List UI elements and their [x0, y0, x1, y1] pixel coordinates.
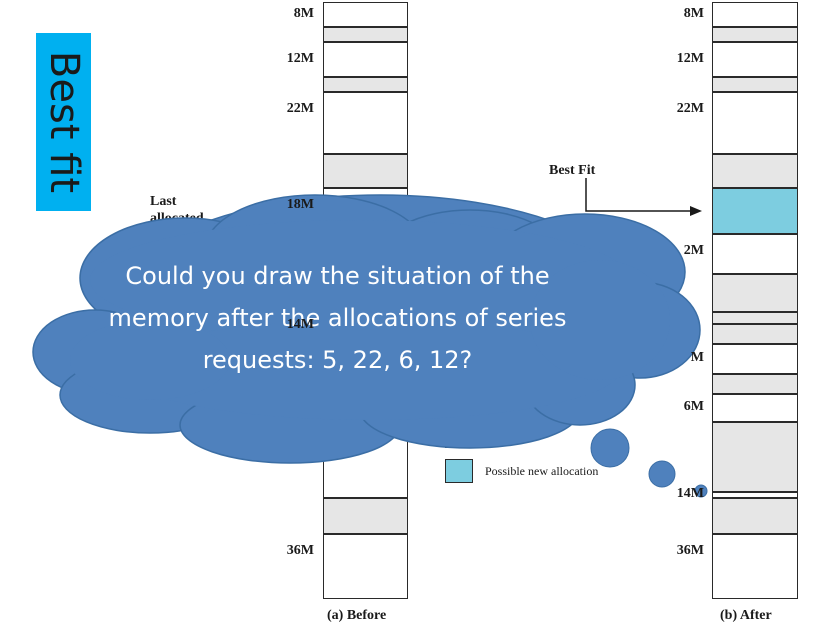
memory-block-alloc: [712, 27, 798, 42]
caption-before: (a) Before: [327, 608, 387, 623]
best-fit-arrow: [585, 178, 702, 216]
memory-block-free: [712, 394, 798, 422]
block-size-label: 14M: [286, 317, 314, 332]
block-size-label: M: [690, 350, 704, 365]
memory-block-free: [712, 2, 798, 27]
block-size-label: 8M: [683, 5, 704, 21]
memory-block-free: [712, 344, 798, 374]
block-size-label: 12M: [286, 50, 314, 66]
block-size-label: 22M: [676, 101, 704, 116]
memory-block-alloc: [323, 27, 408, 42]
memory-block-alloc: [712, 422, 798, 492]
block-size-label: 2M: [683, 243, 704, 258]
memory-block-alloc: [712, 77, 798, 92]
bubble-question: Could you draw the situation of the memo…: [108, 262, 567, 374]
memory-block-alloc: [712, 324, 798, 344]
best-fit-label: Best Fit: [549, 163, 596, 178]
memory-block-free: [712, 92, 798, 154]
block-size-label: 36M: [676, 543, 704, 558]
block-size-label: 14M: [676, 486, 704, 501]
block-size-label: 18M: [286, 197, 314, 212]
memory-block-alloc: [712, 274, 798, 312]
memory-block-free: [712, 492, 798, 498]
cloud-body-fill: [530, 260, 670, 380]
memory-block-alloc: [323, 498, 408, 534]
memory-block-alloc: [712, 154, 798, 188]
thought-dot-small: [694, 484, 708, 498]
block-size-label: 8M: [293, 5, 314, 21]
memory-block-alloc: [323, 154, 408, 188]
legend-new-alloc-label: Possible new allocation: [485, 464, 599, 478]
thought-dot-medium: [648, 460, 676, 488]
legend-new-alloc-swatch: [445, 459, 473, 483]
memory-block-alloc: [712, 312, 798, 324]
block-size-label: 6M: [683, 399, 704, 414]
memory-block-free: [323, 42, 408, 77]
memory-block-free: [323, 2, 408, 27]
memory-block-alloc: [712, 498, 798, 534]
memory-column-after: [712, 2, 798, 599]
block-size-label: 12M: [676, 50, 704, 66]
memory-block-alloc: [323, 77, 408, 92]
memory-block-free: [712, 534, 798, 599]
block-size-label: 36M: [286, 543, 314, 558]
memory-block-newalloc: [712, 188, 798, 234]
memory-block-free: [712, 42, 798, 77]
memory-block-free: [323, 534, 408, 599]
memory-block-alloc: [712, 374, 798, 394]
caption-after: (b) After: [720, 608, 772, 623]
cloud-body-fill: [90, 220, 630, 340]
block-size-label: 22M: [286, 101, 314, 116]
thought-dot-large: [590, 428, 630, 468]
memory-block-free: [712, 234, 798, 274]
cloud-body-fill: [120, 320, 620, 420]
cloud-body-fill: [70, 320, 230, 400]
memory-block-free: [323, 92, 408, 154]
title-box: Best fit: [36, 33, 91, 211]
